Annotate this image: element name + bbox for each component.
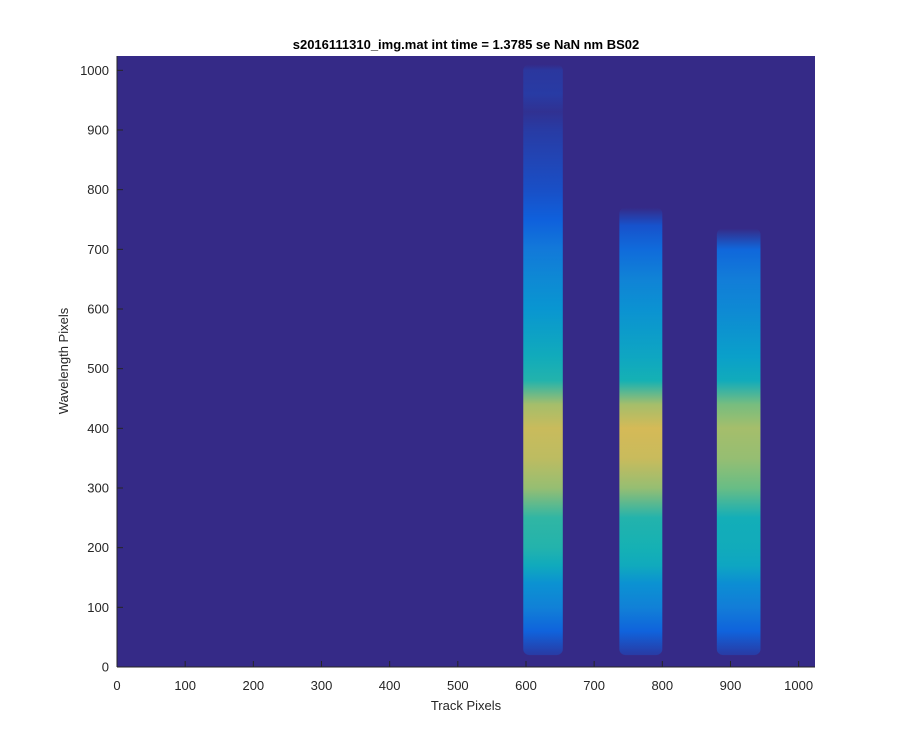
y-tick-label: 700	[87, 242, 109, 257]
heatmap-background	[117, 56, 815, 667]
y-tick-label: 500	[87, 361, 109, 376]
x-tick-label: 300	[311, 678, 333, 693]
x-tick-label: 1000	[784, 678, 813, 693]
y-tick-label: 200	[87, 540, 109, 555]
y-tick-label: 900	[87, 122, 109, 137]
x-axis-ticks: 0 100 200 300 400 500 600 700 800 900 1000	[113, 661, 813, 693]
chart-title: s2016111310_img.mat int time = 1.3785 se…	[293, 37, 640, 52]
y-tick-label: 800	[87, 182, 109, 197]
y-axis-label: Wavelength Pixels	[56, 307, 71, 414]
y-tick-label: 1000	[80, 63, 109, 78]
y-tick-label: 300	[87, 480, 109, 495]
spectral-band-3	[716, 228, 761, 656]
y-axis-ticks: 0 100 200 300 400 500 600 700 800 900 1000	[80, 63, 123, 675]
x-tick-label: 200	[242, 678, 264, 693]
plot-area	[117, 56, 815, 667]
spectral-band-1	[523, 64, 563, 656]
y-tick-label: 0	[102, 660, 109, 675]
x-tick-label: 800	[651, 678, 673, 693]
axes	[116, 56, 815, 668]
x-tick-label: 400	[379, 678, 401, 693]
y-tick-label: 400	[87, 421, 109, 436]
x-tick-label: 600	[515, 678, 537, 693]
y-tick-label: 100	[87, 600, 109, 615]
x-tick-label: 900	[720, 678, 742, 693]
x-axis-label: Track Pixels	[431, 698, 502, 713]
x-tick-label: 0	[113, 678, 120, 693]
spectral-band-2	[619, 207, 663, 656]
spectral-bands	[523, 64, 761, 656]
y-tick-label: 600	[87, 301, 109, 316]
x-tick-label: 500	[447, 678, 469, 693]
x-tick-label: 100	[174, 678, 196, 693]
x-tick-label: 700	[583, 678, 605, 693]
